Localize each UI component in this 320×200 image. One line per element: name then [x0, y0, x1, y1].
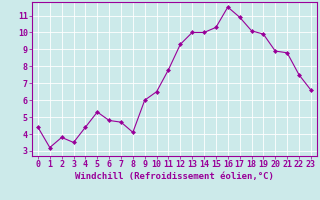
X-axis label: Windchill (Refroidissement éolien,°C): Windchill (Refroidissement éolien,°C) [75, 172, 274, 181]
